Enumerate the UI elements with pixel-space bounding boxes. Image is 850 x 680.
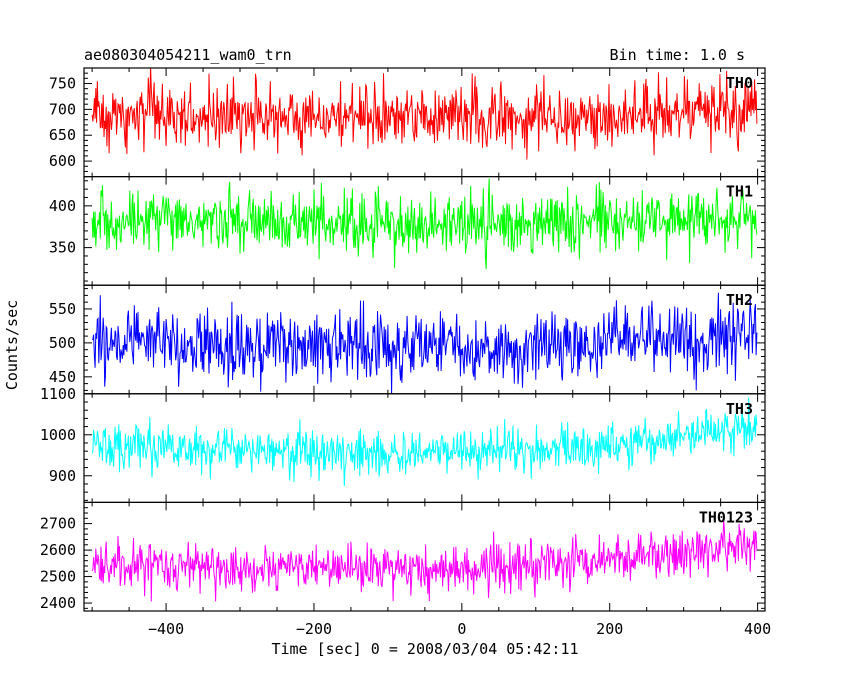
panel-frame <box>83 393 766 503</box>
panel-frame <box>83 176 766 286</box>
y-tick-label: 750 <box>49 75 76 93</box>
title-right: Bin time: 1.0 s <box>610 46 745 64</box>
y-tick-label: 450 <box>49 368 76 386</box>
y-tick-label: 550 <box>49 300 76 318</box>
panels-group: 600 650 700 750 TH0 350 400 TH1 450 500 550 TH2 900 1… <box>40 67 771 638</box>
y-tick-label: 400 <box>49 197 76 215</box>
y-tick-label: 600 <box>49 152 76 170</box>
series-line-th3 <box>91 397 758 487</box>
series-line-th0 <box>91 68 758 160</box>
title-left: ae080304054211_wam0_trn <box>84 46 292 64</box>
x-tick-label: 400 <box>744 620 771 638</box>
y-tick-label: 900 <box>49 467 76 485</box>
y-tick-label: 2500 <box>40 568 76 586</box>
y-tick-label: 1000 <box>40 426 76 444</box>
series-name-th2: TH2 <box>726 291 753 309</box>
panel-th1: 350 400 TH1 <box>49 176 766 286</box>
series-line-th1 <box>91 178 758 270</box>
y-tick-label: 2600 <box>40 541 76 559</box>
y-tick-label: 2700 <box>40 515 76 533</box>
x-tick-label: −400 <box>148 620 184 638</box>
y-tick-label: 650 <box>49 126 76 144</box>
x-tick-label: 200 <box>596 620 623 638</box>
y-tick-label: 2400 <box>40 594 76 612</box>
x-tick-label: −200 <box>296 620 332 638</box>
panel-th3: 900 1000 1100 TH3 <box>40 385 766 503</box>
y-tick-label: 350 <box>49 239 76 257</box>
series-line-th0123 <box>91 517 758 602</box>
panel-th0: 600 650 700 750 TH0 <box>49 67 766 178</box>
y-axis-label: Counts/sec <box>3 300 21 390</box>
series-name-th3: TH3 <box>726 400 753 418</box>
y-tick-label: 1100 <box>40 385 76 403</box>
y-tick-label: 700 <box>49 100 76 118</box>
y-tick-label: 500 <box>49 334 76 352</box>
panel-th0123: 2400 2500 2600 2700 TH0123 <box>40 501 766 612</box>
series-name-th0123: TH0123 <box>699 508 753 526</box>
x-axis-label: Time [sec] 0 = 2008/03/04 05:42:11 <box>271 640 578 658</box>
panel-th2: 450 500 550 TH2 <box>49 284 766 395</box>
x-tick-label: 0 <box>457 620 466 638</box>
series-name-th1: TH1 <box>726 183 753 201</box>
series-line-th2 <box>91 292 758 394</box>
series-name-th0: TH0 <box>726 74 753 92</box>
